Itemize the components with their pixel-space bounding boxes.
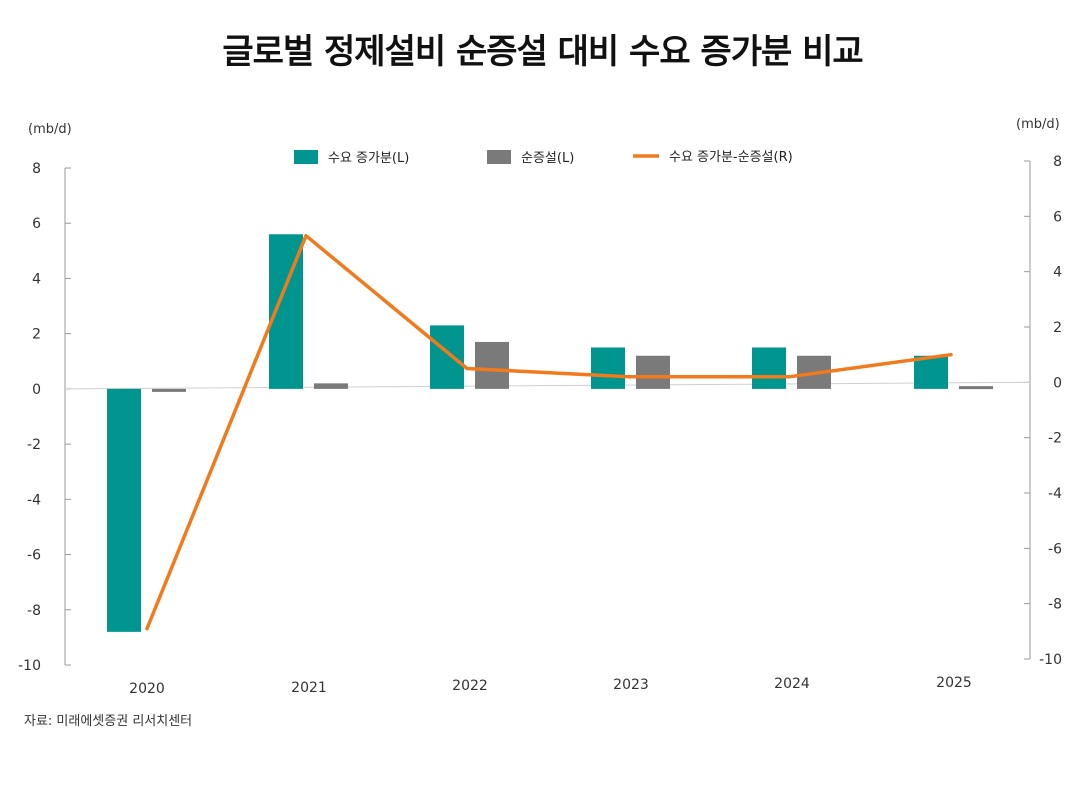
left-tick-label: 2 [32, 327, 41, 343]
left-tick-label: 4 [32, 271, 41, 287]
left-tick-label: 6 [32, 216, 41, 232]
right-tick-label: 8 [1053, 154, 1062, 170]
right-tick-label: -8 [1048, 597, 1062, 613]
legend-swatch-0 [294, 150, 318, 164]
bar-demand-2024 [752, 347, 786, 389]
bar-capacity-2020 [152, 388, 186, 392]
right-tick-label: -6 [1048, 541, 1062, 557]
x-tick-label: 2025 [936, 675, 972, 691]
legend: 수요 증가분(L) 순증설(L) 수요 증가분-순증설(R) [294, 150, 793, 166]
bar-demand-2022 [430, 325, 464, 389]
bar-capacity-2025 [959, 386, 993, 390]
x-tick-label: 2023 [613, 677, 649, 693]
bars-layer [107, 234, 993, 632]
line-layer [145, 233, 953, 631]
left-tick-label: -6 [27, 548, 41, 564]
axes-layer: 8 6 4 2 0 -2 -4 -6 -8 -10 8 6 4 2 0 -2 -4 -6 -8 -10 2020 2021… [18, 154, 1062, 697]
right-tick-label: 2 [1053, 320, 1062, 336]
right-tick-label: 0 [1053, 375, 1062, 391]
right-tick-label: -2 [1048, 431, 1062, 447]
x-tick-label: 2024 [774, 676, 810, 692]
left-tick-label: -8 [27, 603, 41, 619]
chart-title: 글로벌 정제설비 순증설 대비 수요 증가분 비교 [222, 32, 863, 72]
legend-swatch-1 [487, 150, 511, 164]
right-tick-label: 6 [1053, 209, 1062, 225]
bar-demand-2023 [591, 347, 625, 389]
bar-capacity-2022 [475, 341, 509, 389]
legend-label-1: 순증설(L) [521, 151, 574, 166]
left-axis-unit: (mb/d) [28, 122, 72, 137]
bar-capacity-2023 [636, 355, 670, 389]
left-tick-label: -10 [18, 658, 41, 674]
left-tick-label: -4 [27, 492, 41, 508]
x-tick-label: 2020 [129, 681, 165, 697]
right-axis-unit: (mb/d) [1016, 117, 1060, 132]
bar-demand-2025 [914, 355, 948, 389]
right-tick-label: 4 [1053, 265, 1062, 281]
x-tick-label: 2021 [291, 680, 327, 696]
left-tick-label: 8 [32, 161, 41, 177]
bar-demand-2020 [107, 388, 141, 632]
line-gap-series [145, 233, 953, 631]
right-tick-label: -4 [1048, 486, 1062, 502]
x-tick-label: 2022 [452, 678, 488, 694]
source-note: 자료: 미래에셋증권 리서치센터 [24, 714, 193, 729]
left-tick-label: 0 [32, 382, 41, 398]
left-tick-label: -2 [27, 437, 41, 453]
legend-label-0: 수요 증가분(L) [328, 151, 409, 166]
zero-baseline [64, 381, 1031, 390]
right-tick-label: -10 [1039, 652, 1062, 668]
bar-capacity-2021 [314, 383, 348, 389]
legend-label-2: 수요 증가분-순증설(R) [669, 150, 793, 165]
